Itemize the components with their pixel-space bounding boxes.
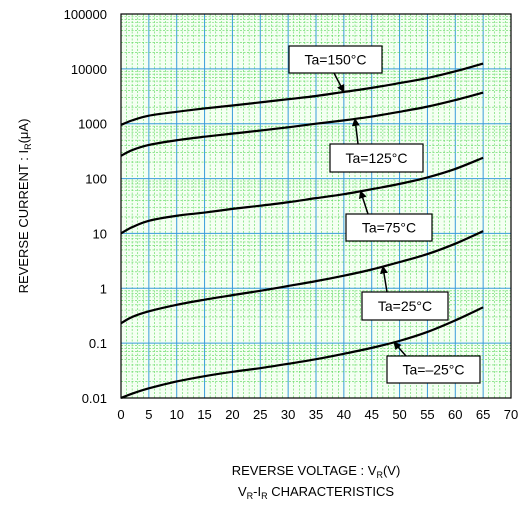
x-tick-label: 65: [476, 407, 490, 422]
annotation-box: [329, 143, 424, 173]
y-tick-label: 10: [93, 226, 107, 241]
subtitle-sub2: R: [261, 491, 268, 501]
y-axis-label: REVERSE CURRENT : IR(μA): [16, 119, 33, 294]
x-tick-label: 70: [504, 407, 518, 422]
annotation-box: [386, 355, 481, 384]
x-axis-label-sub: R: [376, 470, 383, 480]
x-tick-label: 60: [448, 407, 462, 422]
annotation-label: Ta=125°C: [345, 150, 407, 166]
x-tick-label: 0: [117, 407, 124, 422]
y-axis-label-sub: R: [23, 143, 33, 150]
y-tick-label: 1: [100, 281, 107, 296]
annotation-arrow: [393, 341, 407, 357]
annotation-arrow: [351, 117, 360, 145]
annotations: Ta=150°C Ta=125°C Ta=75°C Ta=25°C Ta=–25°C: [288, 45, 481, 384]
x-tick-label: 15: [197, 407, 211, 422]
y-tick-label: 1000: [78, 117, 107, 132]
y-tick-label: 0.1: [89, 336, 107, 351]
annotation-box: [288, 45, 383, 74]
x-tick-label: 45: [364, 407, 378, 422]
annotation-arrow: [333, 72, 345, 93]
annotation-label: Ta=150°C: [304, 52, 366, 68]
y-axis-label-tail: (μA): [16, 119, 31, 144]
annotation-label: Ta=75°C: [362, 220, 416, 236]
annotation-arrow: [380, 265, 388, 293]
x-tick-label: 5: [145, 407, 152, 422]
series-line: [120, 306, 484, 400]
annotation-box: [361, 291, 449, 321]
series-line: [120, 230, 484, 325]
annotation-label: Ta=–25°C: [402, 362, 464, 378]
x-tick-label: 40: [337, 407, 351, 422]
y-tick-labels: 0.01 0.1 1 10 100 1000 10000 100000: [64, 7, 107, 406]
y-tick-label: 100: [85, 172, 107, 187]
y-tick-label: 0.01: [82, 391, 107, 406]
x-tick-label: 50: [392, 407, 406, 422]
y-tick-label: 10000: [71, 62, 107, 77]
subtitle-sub1: R: [247, 491, 254, 501]
x-axis-label: REVERSE VOLTAGE : VR(V): [232, 463, 401, 480]
grid: [121, 14, 511, 398]
x-tick-label: 55: [420, 407, 434, 422]
subtitle-v: V: [238, 484, 247, 499]
y-axis-label-main: REVERSE CURRENT : I: [16, 150, 31, 294]
x-tick-label: 20: [225, 407, 239, 422]
chart-subtitle: VR-IR CHARACTERISTICS: [238, 484, 394, 501]
x-tick-label: 10: [169, 407, 183, 422]
x-tick-labels: 0 5 10 15 20 25 30 35 40 45 50 55 60 65 70: [117, 407, 518, 422]
annotation-label: Ta=25°C: [378, 298, 432, 314]
series-line: [120, 62, 484, 126]
plot-area-frame: [120, 13, 512, 399]
y-tick-label: 100000: [64, 7, 107, 22]
subtitle-mid: -I: [253, 484, 261, 499]
series-line: [120, 156, 484, 235]
series-line: [120, 91, 484, 157]
x-axis-label-tail: (V): [383, 463, 400, 478]
x-axis-label-main: REVERSE VOLTAGE : V: [232, 463, 377, 478]
x-tick-label: 30: [281, 407, 295, 422]
subtitle-tail: CHARACTERISTICS: [268, 484, 395, 499]
x-tick-label: 35: [309, 407, 323, 422]
annotation-box: [345, 213, 433, 242]
x-tick-label: 25: [253, 407, 267, 422]
series-lines: [120, 62, 484, 400]
annotation-arrow: [358, 190, 369, 215]
